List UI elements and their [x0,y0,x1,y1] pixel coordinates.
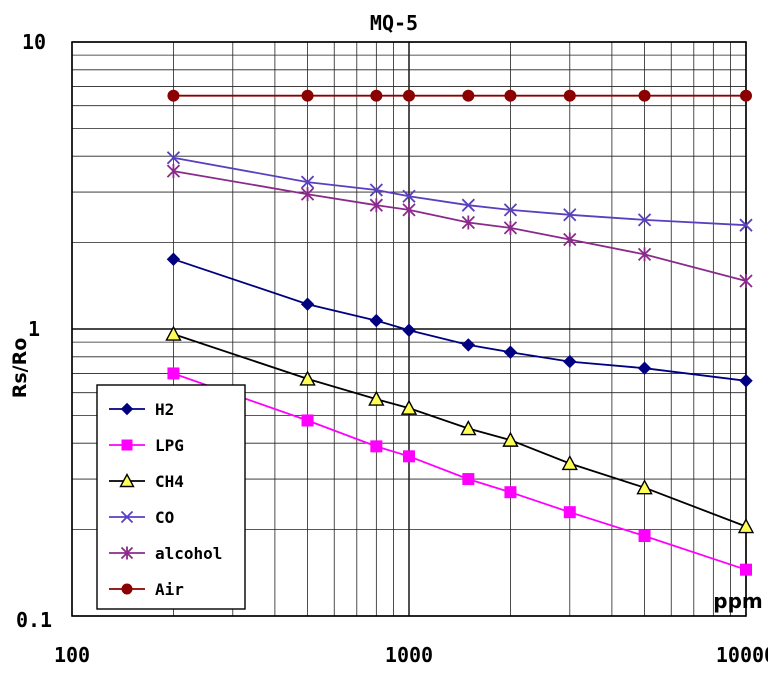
data-point [637,247,652,262]
data-point [121,439,133,451]
x-axis-label: ppm [713,589,762,613]
data-point [370,440,383,453]
legend-label: H2 [155,400,174,419]
data-point [637,361,652,375]
data-point [301,414,314,427]
data-point [563,208,577,222]
data-point [503,345,518,359]
data-point [561,454,578,471]
legend-item: Air [109,580,184,599]
x-tick-label: 100 [54,643,90,667]
data-point [503,203,518,217]
legend-item: CH4 [109,472,184,491]
series-line [173,156,747,227]
legend: H2 LPG CH4 CO alcohol Air [96,384,246,610]
data-point [460,420,477,436]
data-point [400,399,418,415]
data-point [563,232,577,247]
data-point [636,479,653,495]
data-point [563,506,576,519]
data-point [120,402,134,416]
data-point [369,183,383,197]
data-point [300,175,315,189]
legend-item: alcohol [109,544,222,563]
data-point [504,89,517,102]
data-point [502,431,519,447]
data-point [300,187,315,202]
data-point [402,323,416,337]
data-point [165,325,182,341]
data-point [299,370,316,386]
data-point [563,89,576,102]
data-point [166,252,181,266]
series-co [166,151,753,232]
data-point [740,89,752,102]
data-point [461,215,475,230]
legend-label: alcohol [155,544,222,563]
series-line [173,170,747,282]
data-point [461,338,476,352]
y-tick-label: 10 [22,30,46,54]
data-point [369,198,383,213]
data-point [300,297,315,311]
legend-item: LPG [109,436,184,455]
data-point [403,89,415,102]
data-point [462,89,475,102]
grid [71,41,747,617]
data-point [402,202,416,217]
legend-label: CO [155,508,174,527]
data-point [121,583,133,595]
series-air [167,89,752,102]
data-point [504,486,517,499]
data-point [368,390,385,406]
series-layer [165,89,755,576]
plot-area-border [71,41,747,617]
data-point [369,313,384,328]
series-alcohol [166,164,753,288]
data-point [737,518,755,534]
legend-item: H2 [109,400,174,419]
data-point [563,354,577,369]
legend-label: CH4 [155,472,184,491]
data-point [166,151,181,165]
data-point [167,89,180,102]
data-point [739,218,753,232]
legend-label: Air [155,580,184,599]
data-point [637,213,652,227]
data-point [739,374,753,388]
y-tick-label: 0.1 [16,608,52,632]
y-tick-label: 1 [28,317,40,341]
data-point [370,89,383,102]
legend-item: CO [109,508,174,527]
series-line [173,372,747,571]
chart-title: MQ-5 [370,11,418,35]
data-point [638,89,651,102]
data-point [461,198,475,212]
data-point [462,473,475,486]
data-point [402,189,416,203]
data-point [120,546,134,560]
data-point [503,220,518,235]
y-axis-label: Rs/Ro [9,338,31,399]
x-tick-label: 1000 [385,643,433,667]
series-ch4 [165,325,755,534]
data-point [403,450,415,463]
data-point [739,273,753,288]
series-lpg [167,367,752,576]
data-point [301,89,314,102]
data-point [638,529,651,542]
series-h2 [166,252,753,388]
data-point [740,563,752,576]
tick-labels: 100 1000 10000 10 1 0.1 [16,30,768,667]
legend-label: LPG [155,436,184,455]
data-point [120,510,134,524]
series-line [173,333,747,528]
data-point [167,367,180,380]
legend-box [96,384,246,610]
data-point [166,164,181,179]
data-point [119,473,135,488]
x-tick-label: 10000 [716,643,768,667]
